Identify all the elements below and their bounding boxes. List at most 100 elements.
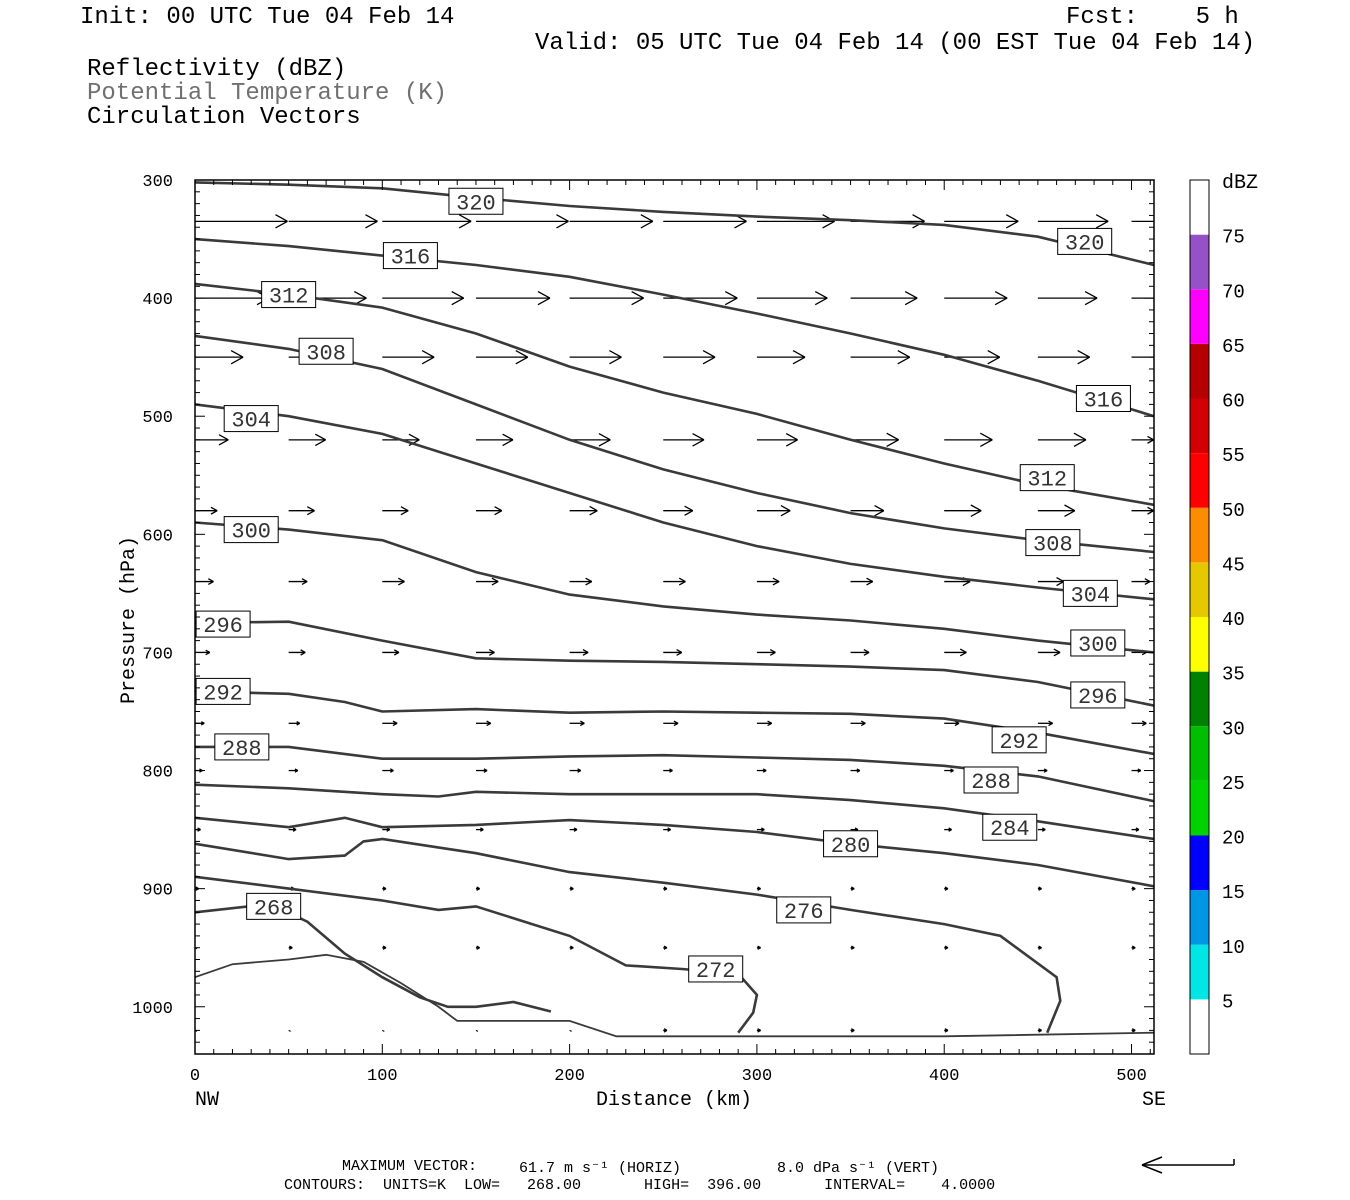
contour-label-box	[223, 405, 279, 433]
vector-arrow	[475, 290, 551, 306]
contour-label: 312	[1027, 468, 1067, 493]
contour-label: 300	[231, 520, 271, 545]
y-tick-label: 1000	[132, 1000, 173, 1019]
contour-label: 268	[254, 896, 294, 921]
vector-arrow	[944, 290, 1008, 306]
vector-arrow	[663, 886, 668, 891]
vector-arrow	[850, 649, 870, 656]
contour-label: 308	[1033, 533, 1073, 558]
vector-arrow	[850, 577, 874, 586]
field-potential-temperature: Potential Temperature (K)	[87, 80, 448, 107]
colorbar-swatch	[1190, 617, 1209, 672]
contour-label: 316	[391, 246, 431, 271]
vector-arrow	[756, 945, 761, 950]
vector-arrow	[663, 577, 686, 586]
contour-label: 272	[696, 959, 736, 984]
vector-arrow	[663, 1028, 668, 1033]
y-tick-label: 500	[142, 409, 173, 428]
vector-arrow	[475, 649, 495, 656]
vector-arrow	[756, 290, 828, 306]
contour-label-box	[823, 830, 879, 858]
contour-line	[195, 334, 1154, 554]
vector-arrow	[663, 349, 716, 365]
contour-line	[195, 181, 1154, 267]
vector-arrow	[475, 768, 488, 773]
contour-line	[195, 620, 1154, 707]
vector-arrow	[1037, 945, 1042, 950]
x-tick-label: 200	[554, 1067, 585, 1086]
vector-arrow	[195, 434, 229, 446]
contour-line	[195, 953, 1154, 1038]
vector-arrow	[382, 649, 400, 656]
contour-label: 320	[456, 191, 496, 216]
vector-arrow	[944, 945, 949, 950]
vector-arrow	[288, 945, 293, 950]
vector-arrow	[1131, 578, 1151, 585]
vector-arrow	[944, 504, 982, 517]
colorbar-swatch	[1190, 398, 1209, 454]
colorbar-swatch	[1190, 780, 1209, 836]
vector-arrow	[569, 827, 578, 832]
vector-arrow	[663, 720, 679, 727]
vector-arrow	[1037, 768, 1048, 773]
contour-label: 284	[990, 817, 1030, 842]
vector-arrow	[756, 649, 776, 656]
vector-arrow	[1037, 1028, 1042, 1033]
vector-arrow	[569, 577, 593, 586]
contour-label: 288	[222, 737, 262, 762]
contour-line	[195, 690, 1154, 756]
vector-arrow	[382, 349, 435, 365]
colorbar-swatch	[1190, 234, 1209, 290]
colorbar-label: 20	[1222, 828, 1245, 850]
vector-arrow	[1037, 432, 1087, 448]
contour-label-box	[982, 813, 1038, 841]
contour-line	[195, 403, 1154, 601]
field-reflectivity: Reflectivity (dBZ)	[87, 56, 347, 83]
contour-label-box	[195, 610, 251, 638]
vector-arrow	[1037, 577, 1065, 587]
plot-frame	[194, 179, 1155, 1055]
vector-arrow	[475, 433, 514, 447]
vector-arrow	[1037, 886, 1042, 891]
vector-arrow	[1131, 1028, 1136, 1033]
vector-arrow	[569, 945, 574, 950]
vector-arrow	[850, 290, 918, 306]
colorbar-swatch	[1190, 944, 1209, 1000]
vector-arrow	[382, 945, 387, 950]
colorbar-label: 45	[1222, 554, 1245, 576]
y-tick-label: 400	[142, 291, 173, 310]
vector-arrow	[475, 577, 499, 586]
colorbar-title: dBZ	[1222, 172, 1258, 195]
vector-arrow	[475, 214, 569, 229]
contour-line	[195, 783, 1154, 841]
vector-arrow	[1131, 827, 1140, 832]
vector-arrow	[288, 827, 297, 832]
axis-ticks: 300 400 500 600 700 800 900 1000 0 100 200 300 400 50…	[132, 173, 1154, 1086]
vector-arrow	[569, 349, 622, 365]
vector-arrow	[195, 214, 288, 229]
colorbar-label: 35	[1222, 664, 1245, 686]
vector-arrow	[475, 349, 529, 365]
contour-line	[195, 282, 1154, 507]
contour-label-box	[688, 955, 744, 983]
theta-contour-labels: 320 320 316 316 312 312 308 308 304 304 300 300 296 2…	[195, 187, 1131, 984]
colorbar-swatch	[1190, 453, 1209, 508]
colorbar-label: 10	[1222, 937, 1245, 959]
vector-arrow	[756, 349, 806, 365]
contour-line	[195, 816, 1154, 888]
contour-label-box	[246, 892, 302, 920]
vector-arrow	[944, 768, 954, 773]
vector-arrow	[1131, 945, 1136, 950]
contour-label-box	[1075, 385, 1131, 412]
vector-arrow	[382, 1029, 385, 1032]
vector-arrow	[944, 1028, 949, 1033]
vector-arrow	[288, 214, 378, 229]
dbz-colorbar: 5 10 15 20 25 30 35 40 45 50 55 60 65 70 75	[1189, 179, 1245, 1055]
colorbar-swatch	[1190, 343, 1209, 399]
colorbar-swatch	[1190, 289, 1209, 344]
vector-arrow	[195, 349, 244, 365]
colorbar-label: 75	[1222, 227, 1245, 249]
contour-label: 316	[1084, 389, 1124, 414]
vector-arrow	[382, 886, 387, 891]
vector-arrow	[756, 886, 761, 891]
